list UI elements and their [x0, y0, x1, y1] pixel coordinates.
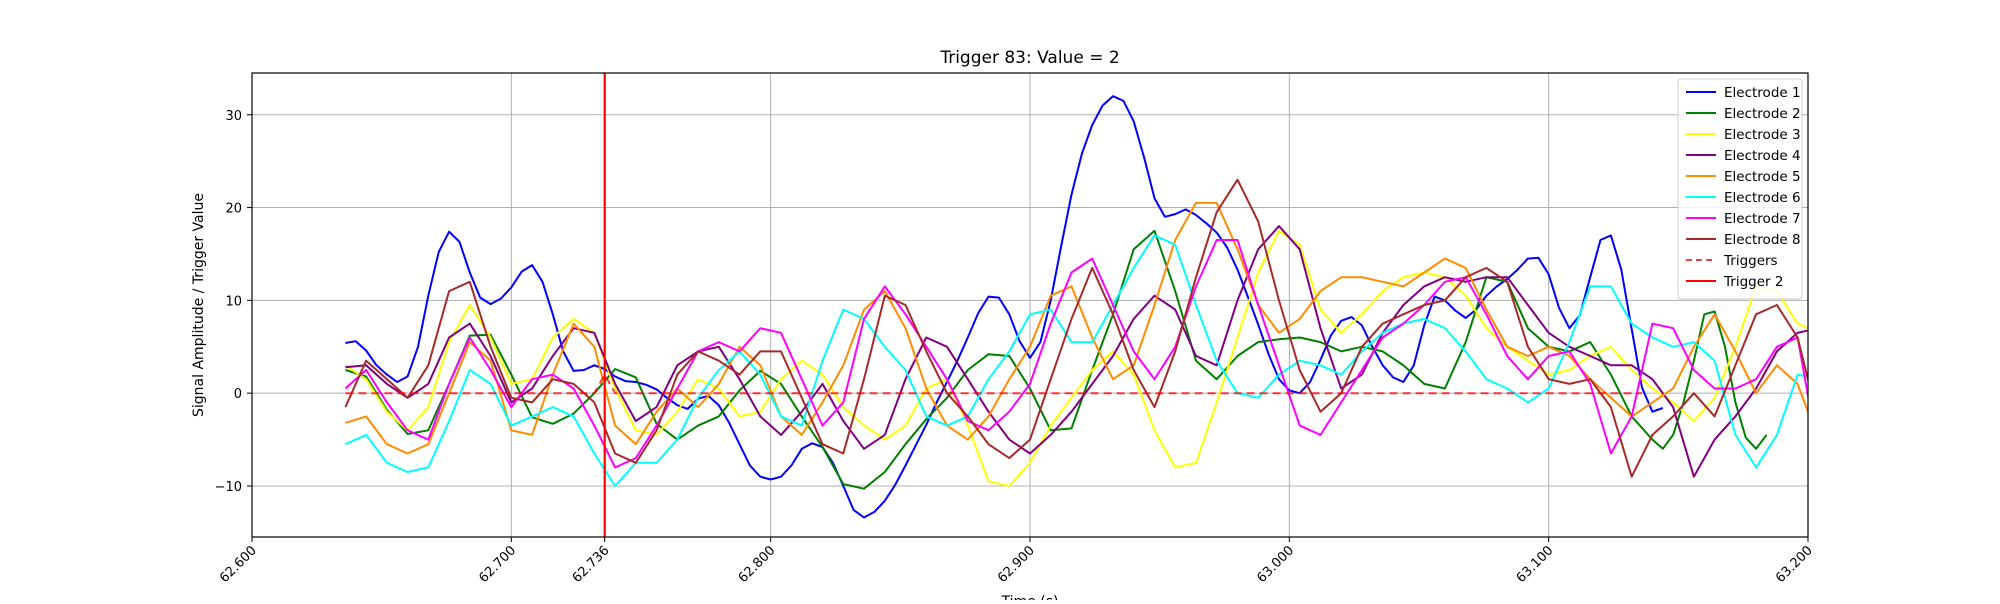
- y-tick-label: 10: [225, 294, 242, 309]
- legend-entry-label: Trigger 2: [1723, 274, 1783, 290]
- legend-entry-label: Electrode 8: [1724, 232, 1801, 248]
- chart-title: Trigger 83: Value = 2: [939, 48, 1119, 68]
- legend: Electrode 1 Electrode 2 Electrode 3 Electro…: [1677, 78, 1803, 300]
- legend-entry-label: Electrode 6: [1724, 190, 1801, 206]
- legend-entry-label: Electrode 2: [1724, 106, 1801, 122]
- legend-entry-label: Electrode 3: [1724, 127, 1801, 143]
- y-tick-label: 30: [225, 109, 242, 124]
- y-axis-label: Signal Amplitude / Trigger Value: [191, 193, 207, 417]
- series-line-electrode-8: [344, 178, 1808, 478]
- x-axis-label: Time (s): [1001, 594, 1059, 600]
- series-line-electrode-5: [345, 201, 1808, 455]
- y-tick-label: −10: [215, 480, 242, 495]
- legend-entry-label: Electrode 1: [1724, 85, 1801, 101]
- grid-lines: [251, 73, 1809, 537]
- series-line-electrode-7: [344, 239, 1808, 469]
- legend-entry-label: Electrode 4: [1724, 148, 1801, 164]
- y-tick-label: 20: [225, 202, 242, 217]
- legend-entry-label: Triggers: [1723, 253, 1778, 269]
- y-tick-label: 0: [234, 387, 242, 402]
- legend-entry-label: Electrode 5: [1724, 169, 1801, 185]
- series-line-electrode-4: [345, 225, 1808, 478]
- legend-entry-label: Electrode 7: [1724, 211, 1801, 227]
- plot-series: [344, 73, 1808, 537]
